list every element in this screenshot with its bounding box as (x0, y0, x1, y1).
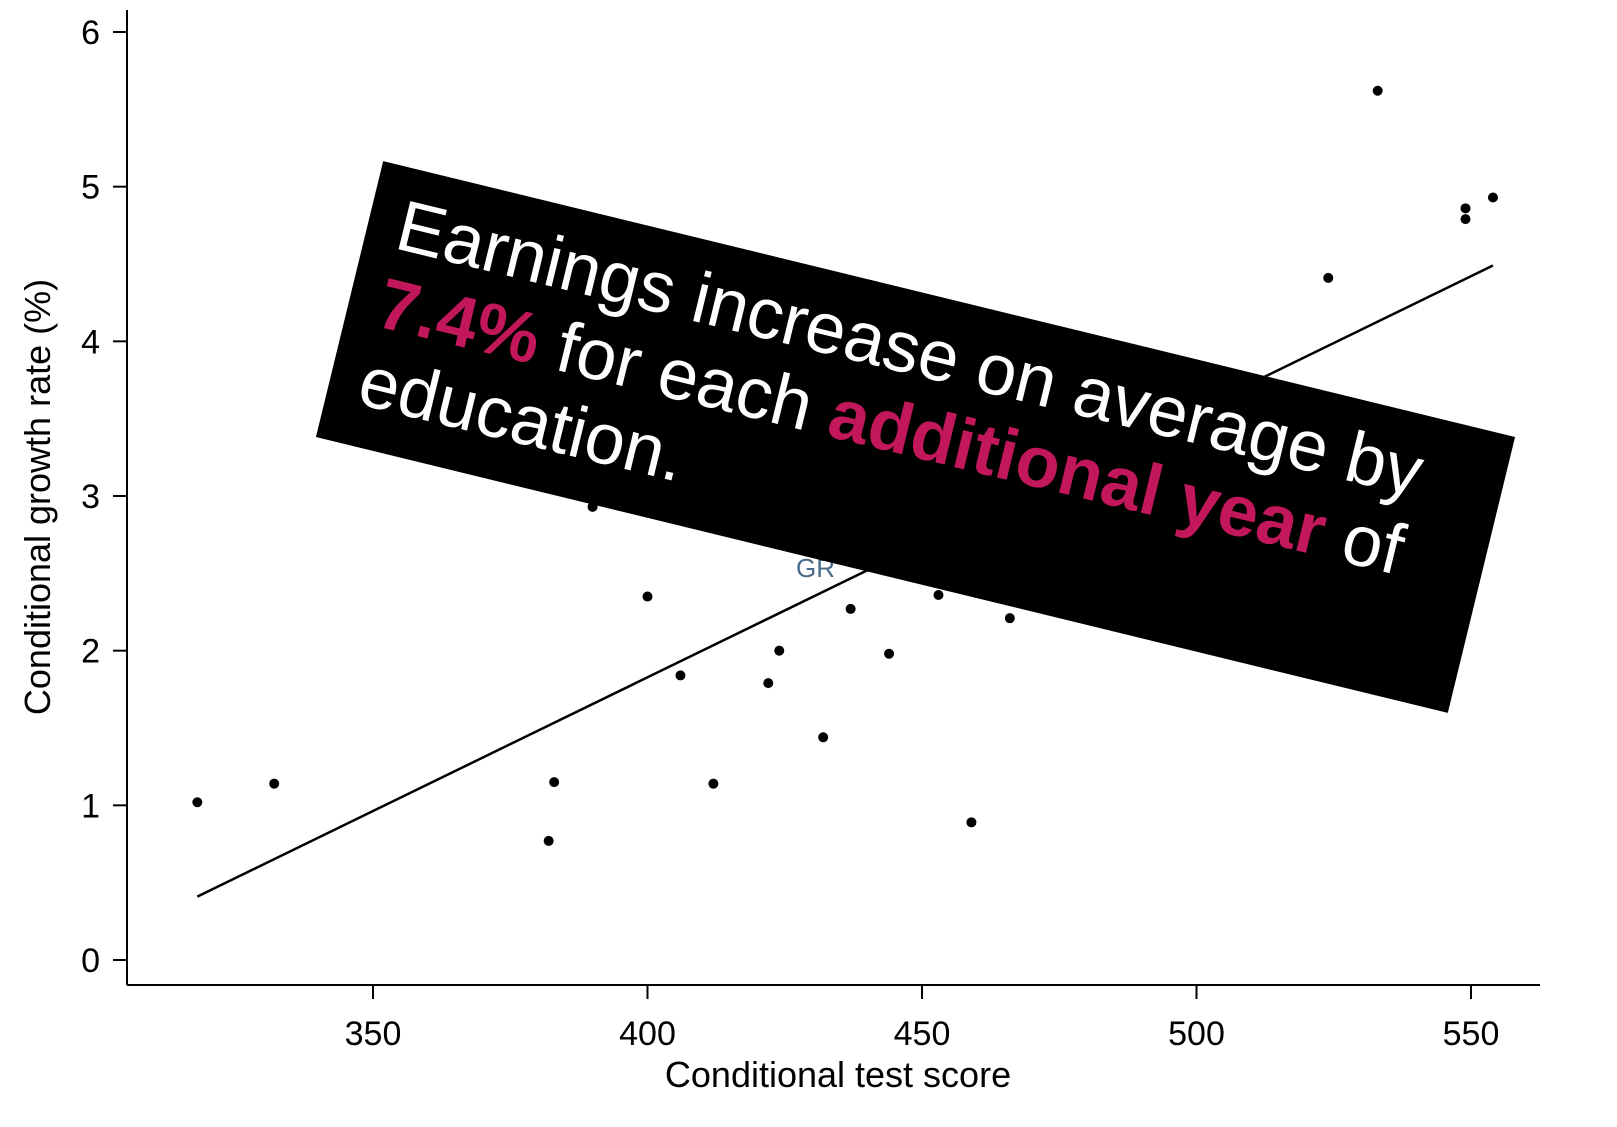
y-tick-label: 6 (81, 14, 100, 52)
data-point (642, 591, 653, 602)
y-axis-ticks: 0 1 2 3 4 5 6 (81, 14, 127, 980)
data-point (763, 678, 774, 689)
y-tick-label: 3 (81, 478, 100, 516)
data-point (966, 817, 977, 828)
fit-line (196, 264, 1494, 898)
data-point (1004, 613, 1015, 624)
x-tick-label: 450 (894, 1015, 951, 1053)
data-point (1487, 192, 1498, 203)
data-points (192, 85, 1498, 846)
data-point (845, 603, 856, 614)
x-tick-label: 400 (619, 1015, 676, 1053)
data-point (543, 835, 554, 846)
data-point (1460, 203, 1471, 214)
data-point (933, 589, 944, 600)
y-tick-label: 5 (81, 169, 100, 207)
data-point (675, 670, 686, 681)
y-tick-label: 4 (81, 323, 100, 361)
x-tick-label: 350 (345, 1015, 402, 1053)
data-point (1460, 214, 1471, 225)
x-tick-label: 550 (1443, 1015, 1500, 1053)
data-point (818, 732, 829, 743)
data-point (884, 648, 895, 659)
data-point (708, 778, 719, 789)
data-point (192, 797, 203, 808)
data-point (269, 778, 280, 789)
x-tick-label: 500 (1168, 1015, 1225, 1053)
data-point (549, 777, 560, 788)
x-axis-title: Conditional test score (665, 1054, 1011, 1095)
data-point (1372, 85, 1383, 96)
y-tick-label: 0 (81, 942, 100, 980)
y-tick-label: 1 (81, 787, 100, 825)
data-point (1323, 272, 1334, 283)
y-tick-label: 2 (81, 633, 100, 671)
y-axis-title: Conditional growth rate (%) (17, 279, 58, 715)
data-point (774, 645, 785, 656)
x-axis-ticks: 350 400 450 500 550 (345, 985, 1500, 1053)
